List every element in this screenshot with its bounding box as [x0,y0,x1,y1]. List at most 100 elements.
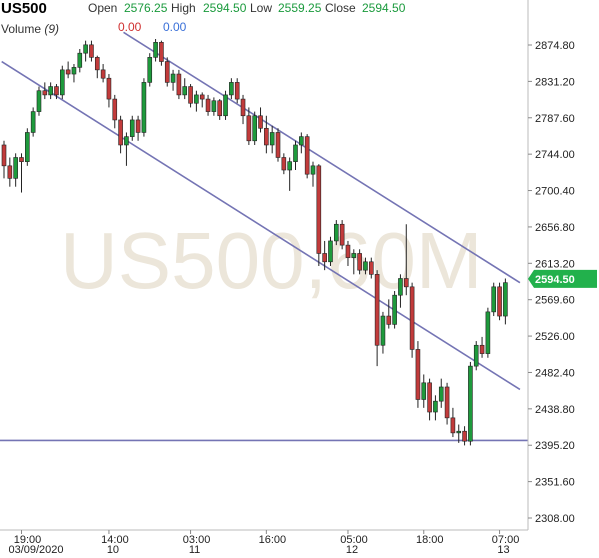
candle [345,240,351,266]
watermark: US500,60M [60,216,482,305]
candle [83,40,88,62]
candle-body [351,253,357,258]
candle-body [100,69,106,79]
trend-line[interactable] [123,31,521,284]
candle-body [170,73,176,83]
x-date-label: 13 [497,544,509,556]
candle [194,90,199,112]
candle [269,125,275,154]
x-date-label: 12 [346,544,358,556]
candle-body [36,90,42,112]
candle-body [19,157,24,162]
candle-body [281,157,287,171]
candle [351,249,357,275]
candle [59,65,65,100]
candle-body [415,349,421,400]
y-tick-label: 2308.00 [535,513,575,525]
x-tick-label: 07:00 [492,534,520,546]
candle [159,40,164,66]
candle [357,249,362,275]
candle-body [89,44,94,58]
candle [450,407,456,438]
candle-body [427,382,432,413]
candle [229,78,234,100]
candle [468,361,473,446]
candle [485,307,491,358]
close-value: 2594.50 [362,1,406,15]
candle-body [264,127,269,146]
candle [310,161,316,187]
candle [234,78,240,104]
candle-body [229,82,234,96]
candle [19,153,24,193]
x-tick-label: 14:00 [101,534,129,546]
y-tick-label: 2351.60 [535,477,575,489]
candle [392,291,397,329]
y-tick-label: 2656.80 [535,222,575,234]
candle-body [106,77,112,100]
candle [409,282,415,358]
y-tick-label: 2482.40 [535,367,575,379]
candle [1,140,7,179]
candle [334,220,339,246]
last-price-label: 2594.50 [535,274,575,286]
candle [170,69,176,91]
chart-header: US500 Open 2576.25 High 2594.50 Low 2559… [0,0,599,40]
candle [48,82,53,100]
x-date-label: 11 [189,544,200,556]
high-label: High [171,1,196,15]
candle-body [374,274,380,346]
x-tick-label: 05:00 [340,534,368,546]
candle-body [147,57,153,83]
candle-body [223,94,228,117]
trend-lines [0,31,528,442]
candle-body [13,157,18,179]
candle-body [328,240,333,263]
x-tick-label: 18:00 [416,534,444,546]
candle [205,94,211,116]
candle-body [497,286,502,317]
candle-body [450,417,456,434]
candle [264,115,269,154]
trend-line[interactable] [1,60,521,391]
candle [94,55,100,79]
last-price-marker [528,269,597,288]
candle-body [304,136,310,175]
candle-body [503,282,508,317]
volume-period: (9) [44,22,60,36]
candle [211,97,217,116]
candle-body [398,278,403,296]
candle-body [299,136,304,146]
candle [71,64,77,83]
candle [503,278,508,325]
volume-value-1: 0.00 [118,20,142,34]
candle-body [1,144,7,167]
candle-body [421,382,427,400]
candle-body [94,57,100,71]
candle [462,426,467,446]
candle [246,107,252,145]
candle-body [386,315,392,325]
y-tick-label: 2438.80 [535,404,575,416]
candle-body [54,86,59,96]
candle-body [275,132,281,158]
candle [89,40,94,62]
candle [304,134,310,179]
candle-body [479,344,485,354]
candle-body [473,344,479,367]
candle [106,74,112,108]
y-tick-label: 2569.60 [535,295,575,307]
candle [112,94,118,129]
candle [199,92,205,108]
candle [433,395,438,421]
candle [427,378,432,421]
candle-body [462,430,467,442]
low-label: Low [250,1,273,15]
candle-body [188,86,193,104]
volume-label: Volume (9) [1,22,60,36]
candle-body [159,42,164,62]
candle-body [59,69,65,96]
candle [25,128,30,166]
candle [403,224,409,296]
